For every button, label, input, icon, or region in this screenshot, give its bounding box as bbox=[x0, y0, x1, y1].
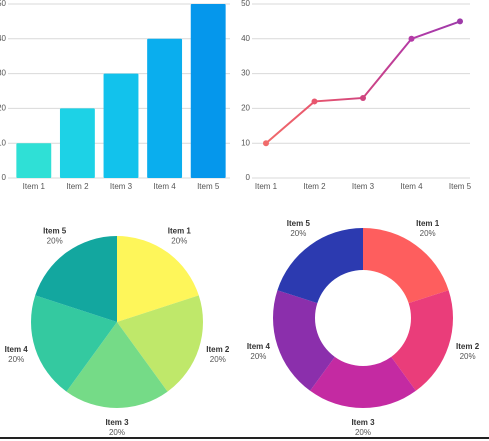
slice bbox=[277, 228, 363, 304]
slice bbox=[310, 356, 416, 408]
slice-label: Item 4 bbox=[247, 342, 271, 351]
slice-value-label: 20% bbox=[290, 229, 306, 238]
y-tick-label: 10 bbox=[241, 138, 250, 147]
slice-label: Item 3 bbox=[105, 418, 129, 427]
slice-label: Item 2 bbox=[206, 345, 230, 354]
slice-label: Item 2 bbox=[456, 342, 480, 351]
slice-label: Item 1 bbox=[416, 219, 440, 228]
point bbox=[457, 18, 463, 25]
slice bbox=[363, 228, 449, 304]
y-tick-label: 30 bbox=[241, 69, 250, 78]
x-tick-label: Item 2 bbox=[66, 182, 89, 191]
x-tick-label: Item 5 bbox=[449, 182, 472, 191]
slice-label: Item 5 bbox=[43, 226, 67, 235]
y-tick-label: 40 bbox=[241, 34, 250, 43]
y-tick-label: 20 bbox=[241, 104, 250, 113]
x-tick-label: Item 1 bbox=[255, 182, 278, 191]
slice-value-label: 20% bbox=[250, 352, 266, 361]
slice-value-label: 20% bbox=[460, 352, 476, 361]
y-tick-label: 40 bbox=[0, 34, 7, 43]
slice-value-label: 20% bbox=[355, 428, 371, 437]
slice-value-label: 20% bbox=[420, 229, 436, 238]
slice-label: Item 1 bbox=[168, 226, 192, 235]
bar bbox=[147, 38, 183, 178]
x-tick-label: Item 5 bbox=[197, 182, 220, 191]
slice-value-label: 20% bbox=[47, 236, 63, 245]
point bbox=[311, 98, 318, 105]
y-tick-label: 0 bbox=[2, 173, 7, 182]
y-tick-label: 0 bbox=[246, 173, 251, 182]
slice bbox=[30, 295, 118, 392]
point bbox=[263, 140, 269, 147]
slice-value-label: 20% bbox=[171, 236, 187, 245]
slice bbox=[391, 290, 453, 391]
point bbox=[408, 35, 415, 42]
x-tick-label: Item 1 bbox=[23, 182, 46, 191]
x-tick-label: Item 4 bbox=[400, 182, 423, 191]
point bbox=[360, 94, 366, 101]
y-tick-label: 50 bbox=[0, 0, 7, 8]
x-tick-label: Item 3 bbox=[352, 182, 375, 191]
bar bbox=[190, 4, 226, 178]
x-tick-label: Item 4 bbox=[153, 182, 176, 191]
x-tick-label: Item 2 bbox=[303, 182, 326, 191]
slice bbox=[117, 295, 203, 392]
slice-label: Item 5 bbox=[287, 219, 311, 228]
bar bbox=[59, 108, 95, 178]
slice-label: Item 4 bbox=[5, 345, 29, 354]
slice bbox=[117, 236, 199, 322]
x-tick-label: Item 3 bbox=[110, 182, 133, 191]
slice-value-label: 20% bbox=[8, 355, 24, 364]
slice bbox=[35, 236, 118, 322]
y-tick-label: 20 bbox=[0, 104, 7, 113]
line bbox=[265, 20, 461, 144]
slice-label: Item 3 bbox=[351, 418, 375, 427]
y-tick-label: 10 bbox=[0, 138, 7, 147]
y-tick-label: 30 bbox=[0, 69, 7, 78]
bar bbox=[103, 73, 139, 178]
bar bbox=[16, 143, 52, 178]
slice-value-label: 20% bbox=[109, 428, 125, 437]
slice-value-label: 20% bbox=[210, 355, 226, 364]
slice bbox=[273, 290, 335, 391]
slice bbox=[66, 322, 168, 409]
y-tick-label: 50 bbox=[241, 0, 250, 8]
